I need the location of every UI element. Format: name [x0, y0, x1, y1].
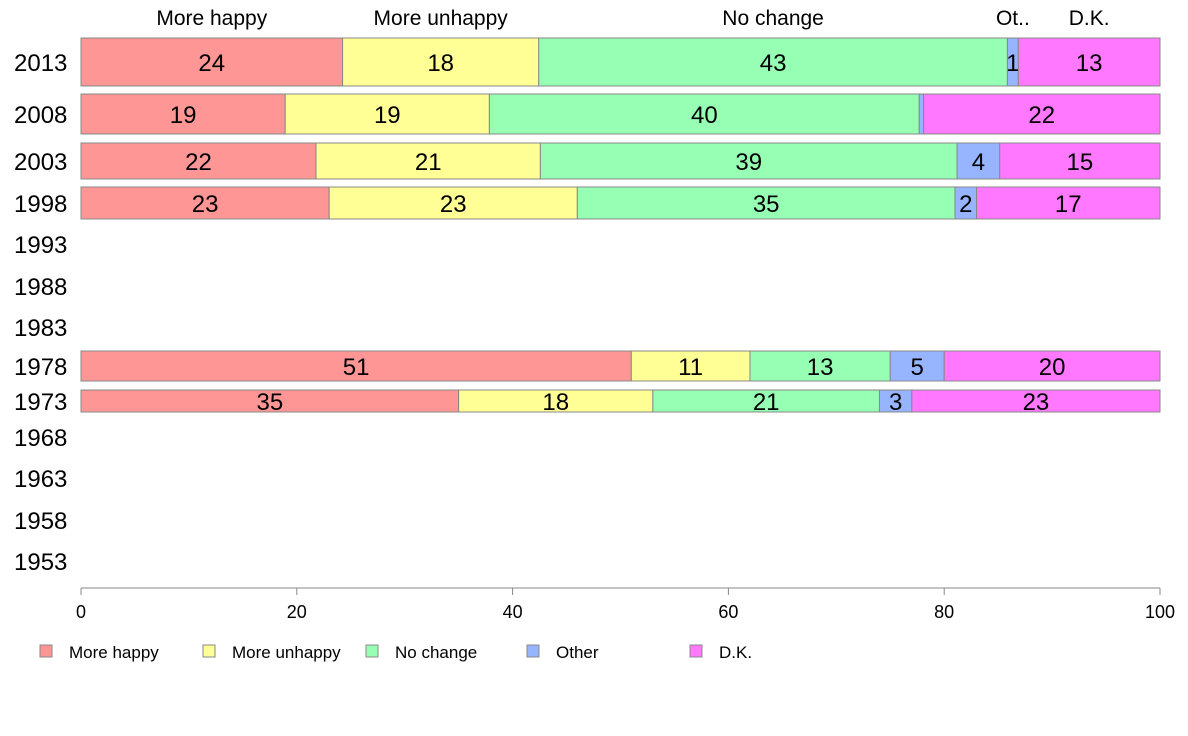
x-axis: 0 20 40 60 80 100 [76, 587, 1175, 622]
legend-swatch-3 [526, 644, 540, 658]
year-label-2003: 2003 [14, 149, 67, 176]
data-label-2003-0: 22 [185, 149, 212, 176]
data-label-2008-0: 19 [170, 102, 197, 129]
legend-swatch-4 [689, 644, 703, 658]
legend-label-3: Other [556, 643, 599, 662]
data-label-1978-0: 51 [343, 354, 370, 381]
bar-2008-no-change [488, 93, 920, 135]
year-label-1973: 1973 [14, 389, 67, 416]
year-label-1953: 1953 [14, 549, 67, 576]
year-label-1988: 1988 [14, 274, 67, 301]
data-label-2008-4: 22 [1028, 102, 1055, 129]
data-label-2013-4: 13 [1076, 50, 1103, 77]
bar-2008-d-k- [923, 93, 1161, 135]
data-label-2003-1: 21 [415, 149, 442, 176]
bar-2003-d-k- [999, 142, 1161, 180]
data-label-2008-2: 40 [691, 102, 718, 129]
x-tick-label-100: 100 [1145, 602, 1175, 622]
top-category-labels: More happy More unhappy No change Ot.. D.K. [156, 7, 1109, 30]
bar-2003-more-unhappy [315, 142, 541, 180]
bar-2008-other [918, 93, 925, 135]
data-label-2013-3: 1 [1006, 50, 1019, 77]
data-label-2013-2: 43 [760, 50, 787, 77]
data-label-1998-4: 17 [1055, 191, 1082, 218]
bar-1998-more-unhappy [328, 186, 578, 220]
bar-1998-more-happy [80, 186, 330, 220]
year-label-1958: 1958 [14, 508, 67, 535]
bar-1978-d-k- [943, 350, 1161, 382]
bar-1973-d-k- [911, 389, 1161, 413]
top-label-3: Ot.. [996, 7, 1030, 30]
data-label-1998-3: 2 [959, 191, 972, 218]
x-tick-label-40: 40 [503, 602, 523, 622]
data-label-2003-2: 39 [735, 149, 762, 176]
legend-label-0: More happy [69, 643, 159, 662]
x-tick-label-0: 0 [76, 602, 86, 622]
data-label-1973-4: 23 [1023, 389, 1050, 416]
legend-swatch-0 [39, 644, 53, 658]
bar-2008-more-unhappy [284, 93, 490, 135]
data-label-1978-4: 20 [1039, 354, 1066, 381]
data-label-2013-0: 24 [198, 50, 225, 77]
top-label-2: No change [722, 7, 824, 30]
year-label-1968: 1968 [14, 425, 67, 452]
data-label-1998-2: 35 [753, 191, 780, 218]
year-label-1963: 1963 [14, 466, 67, 493]
top-label-4: D.K. [1069, 7, 1110, 30]
bar-2003-other [956, 142, 1001, 180]
bar-1978-no-change [749, 350, 891, 382]
data-label-1978-1: 11 [678, 354, 703, 381]
year-label-1978: 1978 [14, 354, 67, 381]
bar-2013-more-happy [80, 37, 344, 87]
data-label-1998-1: 23 [440, 191, 467, 218]
bar-2013-more-unhappy [342, 37, 540, 87]
year-labels: 2013 2008 2003 1998 1993 1988 1983 1978 1973 1968… [14, 50, 67, 576]
year-label-2013: 2013 [14, 50, 67, 77]
top-label-1: More unhappy [374, 7, 509, 30]
data-label-1973-3: 3 [889, 389, 902, 416]
year-label-1993: 1993 [14, 232, 67, 259]
x-tick-label-80: 80 [934, 602, 954, 622]
legend: More happy More unhappy No change Other D.K. [39, 643, 752, 662]
bar-1998-d-k- [976, 186, 1161, 220]
legend-label-2: No change [395, 643, 477, 662]
bar-2008-more-happy [80, 93, 286, 135]
data-label-1978-3: 5 [911, 354, 924, 381]
bars-group: 24 18 43 1 13 19 19 40 22 22 21 39 4 15 23 23 35 2 17 51 11 1… [80, 37, 1161, 416]
bar-2013-d-k- [1017, 37, 1161, 87]
legend-label-4: D.K. [719, 643, 752, 662]
year-label-2008: 2008 [14, 102, 67, 129]
data-label-1973-1: 18 [542, 389, 569, 416]
bar-2003-more-happy [80, 142, 317, 180]
data-label-1978-2: 13 [807, 354, 834, 381]
data-label-2003-3: 4 [972, 149, 985, 176]
bar-1978-more-happy [80, 350, 632, 382]
bar-2003-no-change [539, 142, 958, 180]
top-label-0: More happy [156, 7, 267, 30]
year-label-1998: 1998 [14, 191, 67, 218]
bar-1978-more-unhappy [630, 350, 751, 382]
data-label-1998-0: 23 [192, 191, 219, 218]
data-label-1973-0: 35 [256, 389, 283, 416]
legend-swatch-2 [365, 644, 379, 658]
x-tick-label-60: 60 [718, 602, 738, 622]
data-label-2003-4: 15 [1067, 149, 1094, 176]
bar-2013-no-change [538, 37, 1008, 87]
data-label-2008-1: 19 [374, 102, 401, 129]
year-label-1983: 1983 [14, 315, 67, 342]
data-label-2013-1: 18 [427, 50, 454, 77]
legend-swatch-1 [202, 644, 216, 658]
x-tick-label-20: 20 [287, 602, 307, 622]
legend-label-1: More unhappy [232, 643, 341, 662]
data-label-1973-2: 21 [753, 389, 780, 416]
